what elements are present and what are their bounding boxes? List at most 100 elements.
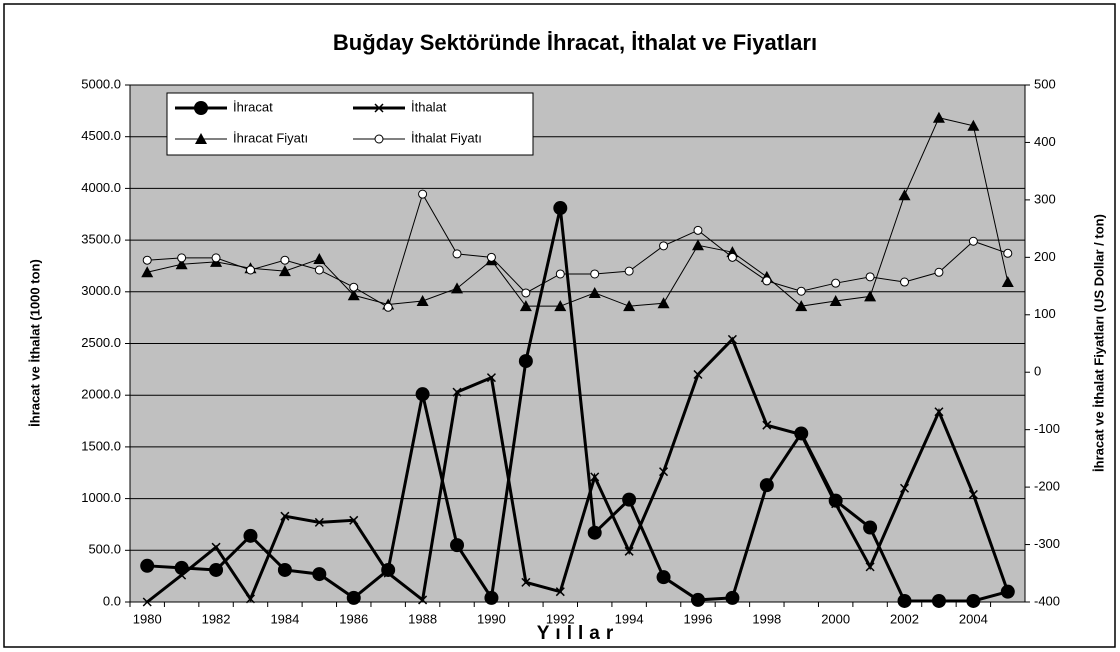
marker [140,558,155,573]
legend-label: İhracat Fiyatı [233,130,308,145]
series-line [146,336,1010,604]
marker [691,239,704,251]
marker [554,300,567,312]
y-tick-label: 3500.0 [81,232,121,247]
marker [521,288,531,298]
y2-tick-label: -400 [1034,593,1060,608]
legend-label: İhracat [233,99,273,114]
x-tick-label: 1992 [546,611,575,626]
marker [762,420,772,430]
marker [209,562,224,577]
marker [349,282,359,292]
marker [759,478,774,493]
marker [659,467,669,477]
y2-tick-label: 100 [1034,306,1056,321]
x-tick-label: 2000 [821,611,850,626]
marker [1001,276,1014,288]
y-tick-label: 4000.0 [81,180,121,195]
marker [588,286,601,298]
marker [966,593,981,608]
legend: İhracat İthalat İhracat Fiyatı İthalat Fiya… [166,92,534,156]
marker [831,278,841,288]
marker [795,300,808,312]
x-tick-label: 1990 [477,611,506,626]
marker [899,483,910,493]
marker [175,258,188,270]
marker [374,134,384,144]
marker [623,300,636,312]
x-tick-label: 1998 [752,611,781,626]
x-tick-label: 1986 [339,611,368,626]
marker [831,499,841,509]
y-axis-title: İhracat ve İthalat (1000 ton) [27,259,42,427]
y-tick-label: 0.0 [103,593,121,608]
legend-box [166,92,534,156]
x-axis-title: Yıllar [537,623,619,644]
y2-tick-label: 0 [1034,364,1041,379]
marker [486,373,496,383]
marker [796,429,806,440]
marker [416,294,429,306]
marker [277,562,292,577]
y2-tick-label: -300 [1034,536,1060,551]
marker [347,289,360,301]
marker [865,562,875,572]
marker [374,103,384,113]
y2-tick-label: -200 [1034,479,1060,494]
y-tick-label: 2500.0 [81,335,121,350]
legend-label: İthalat [411,99,447,114]
marker [967,119,980,131]
marker [418,595,428,605]
marker [590,269,600,279]
marker [312,567,327,582]
marker [484,590,499,605]
marker [693,369,703,380]
marker [383,568,393,578]
marker [518,354,533,369]
marker [211,542,221,552]
marker [195,133,207,144]
marker [245,265,255,275]
y2-tick-label: -100 [1034,421,1060,436]
y-tick-label: 3000.0 [81,283,121,298]
marker [656,570,671,585]
y2-tick-label: 500 [1034,76,1056,91]
marker [555,269,565,279]
marker [898,189,911,201]
marker [418,189,428,199]
y2-tick-label: 400 [1034,134,1056,149]
x-tick-label: 1984 [270,611,299,626]
marker [452,249,462,259]
marker [245,594,256,604]
chart-title: Buğday Sektöründe İhracat, İthalat ve Fi… [333,30,817,55]
x-tick-label: 2002 [890,611,919,626]
marker [762,276,772,286]
marker [194,101,208,115]
marker [1003,587,1013,597]
marker [796,286,806,296]
marker [177,253,187,263]
marker [519,300,532,312]
marker [931,593,946,608]
marker [555,587,565,597]
marker [865,272,875,282]
marker [587,525,602,540]
y2-tick-label: 200 [1034,249,1056,264]
marker [314,517,324,527]
y2-tick-label: 300 [1034,191,1056,206]
marker [864,290,877,302]
marker [211,253,221,263]
marker [934,267,944,277]
x-tick-label: 1982 [202,611,231,626]
marker [280,511,290,521]
x-tick-label: 1980 [133,611,162,626]
marker [349,515,359,525]
y-tick-label: 500.0 [88,542,121,557]
marker [727,252,737,262]
marker [727,334,737,344]
marker [142,255,152,265]
marker [900,277,910,287]
marker [624,266,634,276]
y-tick-label: 4500.0 [81,128,121,143]
marker [624,546,634,556]
